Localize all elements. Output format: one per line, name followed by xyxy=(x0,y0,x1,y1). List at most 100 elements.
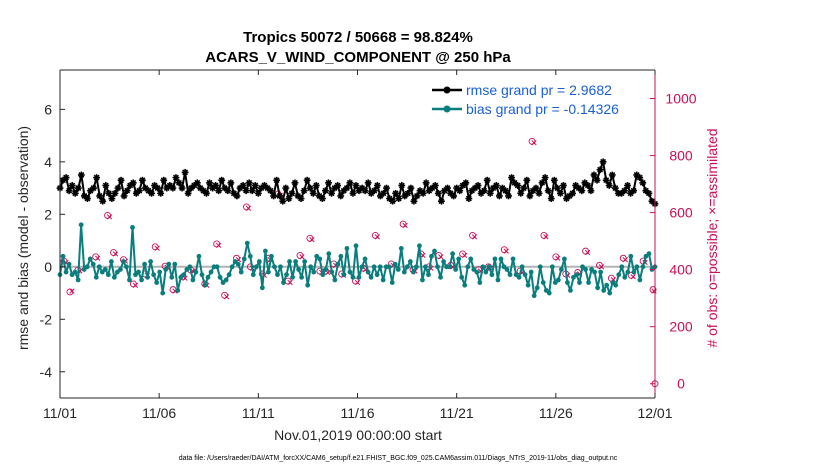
rmse-point xyxy=(550,176,558,184)
obs-assimilated-stroke xyxy=(112,251,119,257)
bias-point xyxy=(302,259,308,264)
rmse-point xyxy=(450,192,458,200)
left-y-ticks: -4 -2 0 2 4 6 xyxy=(40,101,65,380)
rmse-point xyxy=(160,176,168,184)
rmse-point-stroke xyxy=(203,190,210,197)
obs-assimilated-stroke xyxy=(402,222,408,229)
rmse-point xyxy=(233,192,241,200)
rmse-point xyxy=(431,182,439,189)
bias-point xyxy=(377,264,383,270)
bias-point xyxy=(574,272,579,278)
rmse-point-stroke xyxy=(536,190,543,197)
rmse-point xyxy=(206,179,213,187)
obs-assimilated-stroke xyxy=(471,234,478,240)
rmse-point xyxy=(322,187,329,195)
rmse-point xyxy=(505,192,512,200)
bias-point xyxy=(622,274,628,280)
rmse-point-stroke xyxy=(166,182,173,189)
rmse-point-stroke xyxy=(365,179,372,186)
rmse-point-stroke xyxy=(371,187,378,194)
rmse-point-stroke xyxy=(69,182,76,189)
rmse-point-stroke xyxy=(520,185,527,192)
obs-assimilated-stroke xyxy=(216,242,222,249)
rmse-point-stroke xyxy=(578,187,585,194)
rmse-point-stroke xyxy=(295,192,301,199)
obs-assimilated-stroke xyxy=(503,248,509,254)
obs-assimilated-marker xyxy=(154,245,160,251)
obs-assimilated-stroke xyxy=(309,237,315,243)
bias-point xyxy=(78,222,84,228)
bias-point xyxy=(148,259,154,264)
bias-point xyxy=(447,264,453,270)
rmse-point xyxy=(526,192,534,200)
rmse-point-stroke xyxy=(575,185,582,192)
rmse-point xyxy=(605,182,613,189)
rmse-point xyxy=(517,189,525,197)
bias-point xyxy=(604,282,610,288)
bias-point xyxy=(287,259,292,264)
bias-point xyxy=(637,277,643,283)
rmse-point-stroke xyxy=(349,190,356,197)
rmse-point-stroke xyxy=(99,198,106,205)
rmse-point xyxy=(480,187,488,195)
rmse-point xyxy=(309,189,317,197)
bias-point xyxy=(628,253,634,259)
obs-assimilated-marker xyxy=(132,282,139,288)
x-tick-label: 11/26 xyxy=(539,405,573,421)
rmse-point xyxy=(462,179,470,187)
rmse-point-stroke xyxy=(432,182,439,189)
rmse-point-stroke xyxy=(438,198,445,205)
rmse-point-stroke xyxy=(569,190,576,197)
rmse-point-stroke xyxy=(75,185,82,192)
rmse-point-stroke xyxy=(572,182,579,189)
rmse-point xyxy=(514,182,522,189)
bias-point xyxy=(329,269,335,275)
bias-point xyxy=(374,272,380,278)
obs-assimilated-stroke xyxy=(531,140,537,146)
rmse-point xyxy=(325,179,332,187)
bias-point xyxy=(516,274,522,280)
rmse-point xyxy=(102,182,110,189)
legend-rmse-label: rmse grand pr = 2.9682 xyxy=(466,82,612,98)
rmse-point xyxy=(254,189,262,197)
obs-assimilated-stroke xyxy=(299,254,305,260)
bias-point xyxy=(151,272,157,278)
obs-assimilated-stroke xyxy=(630,274,636,280)
rmse-point xyxy=(245,179,253,187)
chart-title-line1: Tropics 50072 / 50668 = 98.824% xyxy=(243,29,473,46)
rmse-point xyxy=(68,182,76,189)
rmse-point-stroke xyxy=(111,190,118,197)
rmse-point-stroke xyxy=(642,187,649,194)
rmse-point xyxy=(593,176,601,184)
obs-assimilated-stroke xyxy=(461,252,468,259)
rmse-point-stroke xyxy=(346,179,353,186)
rmse-point-stroke xyxy=(316,192,323,199)
rmse-point-stroke xyxy=(633,171,640,178)
bias-point xyxy=(555,277,561,283)
bias-point xyxy=(646,251,652,257)
bias-point xyxy=(365,269,371,275)
rmse-point xyxy=(395,195,403,202)
obs-assimilated-marker xyxy=(374,234,380,240)
rmse-point-stroke xyxy=(240,182,247,189)
obs-assimilated-marker xyxy=(555,255,561,261)
rmse-point-stroke xyxy=(533,185,539,192)
rmse-point-stroke xyxy=(609,171,616,178)
obs-assimilated-marker xyxy=(95,255,101,261)
obs-assimilated-stroke xyxy=(598,264,605,270)
obs-assimilated-marker xyxy=(630,274,636,280)
rmse-point-stroke xyxy=(63,174,70,181)
bias-point xyxy=(420,277,425,283)
bias-point xyxy=(353,243,359,249)
bias-point xyxy=(392,261,398,267)
rmse-point xyxy=(502,187,509,195)
legend-rmse-marker xyxy=(443,86,451,94)
rmse-point xyxy=(483,176,491,184)
bias-point xyxy=(96,264,102,270)
rmse-point-stroke xyxy=(551,177,558,184)
bias-point xyxy=(489,272,495,278)
bias-point xyxy=(453,267,459,272)
bias-point xyxy=(528,269,534,275)
rmse-point-stroke xyxy=(630,187,637,194)
bias-point xyxy=(483,269,489,275)
